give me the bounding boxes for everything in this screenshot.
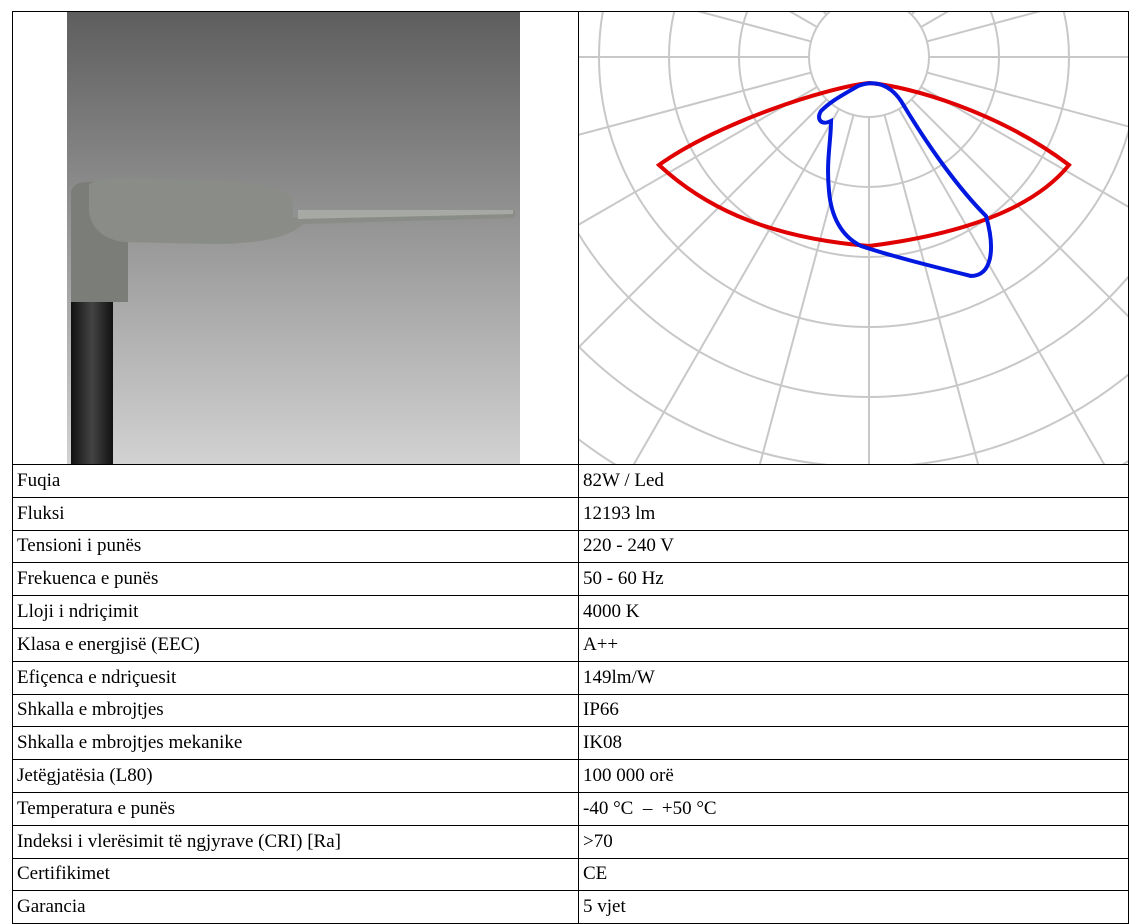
spec-row: Certifikimet CE: [12, 857, 1129, 892]
grid-ray: [883, 114, 979, 464]
spec-label: Indeksi i vlerësimit të ngjyrave (CRI) […: [12, 824, 579, 859]
spec-row: Garancia 5 vjet: [12, 890, 1129, 924]
pole: [71, 302, 113, 464]
spec-value: -40 °C – +50 °C: [578, 791, 1129, 826]
grid-ray: [579, 71, 812, 136]
spec-value: 5 vjet: [578, 890, 1129, 924]
spec-label: Jetëgjatësia (L80): [12, 759, 579, 793]
spec-label: Fluksi: [12, 496, 579, 531]
spec-label: Klasa e energjisë (EEC): [12, 627, 579, 662]
spec-label: Lloji i ndriçimit: [12, 595, 579, 629]
spec-value: A++: [578, 627, 1129, 662]
spec-label: Frekuenca e punës: [12, 562, 579, 597]
spec-label: Shkalla e mbrojtjes mekanike: [12, 726, 579, 761]
grid-ray: [579, 86, 818, 226]
spec-label: Certifikimet: [12, 857, 579, 892]
spec-label: Efiçenca e ndriçuesit: [12, 660, 579, 695]
polar-diagram-cell: [578, 11, 1129, 465]
spec-value: 50 - 60 Hz: [578, 562, 1129, 597]
polar-diagram: [579, 12, 1128, 464]
blue-curve: [817, 81, 993, 279]
spec-row: Indeksi i vlerësimit të ngjyrave (CRI) […: [12, 824, 1129, 859]
spec-value: CE: [578, 857, 1129, 892]
spec-value: 149lm/W: [578, 660, 1129, 695]
spec-value: >70: [578, 824, 1129, 859]
spec-value: IK08: [578, 726, 1129, 761]
spec-value: 82W / Led: [578, 464, 1129, 498]
grid-ray: [926, 71, 1128, 128]
spec-row: Lloji i ndriçimit 4000 K: [12, 595, 1129, 629]
arm-highlight: [298, 210, 513, 219]
spec-row: Shkalla e mbrojtjes IP66: [12, 693, 1129, 728]
spec-row: Efiçenca e ndriçuesit 149lm/W: [12, 660, 1129, 695]
grid-ray: [910, 98, 1128, 317]
spec-row: Tensioni i punës 220 - 240 V: [12, 529, 1129, 564]
grid-ray: [699, 12, 812, 43]
spec-label: Tensioni i punës: [12, 529, 579, 564]
product-image: [67, 12, 520, 464]
polar-grid: [579, 12, 1128, 464]
spec-table: Fuqia 82W / Led Fluksi 12193 lm Tensioni i p…: [12, 11, 1129, 924]
spec-value: 12193 lm: [578, 496, 1129, 531]
grid-ray: [898, 108, 1105, 464]
spec-label: Shkalla e mbrojtjes: [12, 693, 579, 728]
grid-circle: [598, 12, 1128, 328]
grid-ray: [789, 12, 818, 28]
spec-row: Fuqia 82W / Led: [12, 464, 1129, 498]
spec-row: Klasa e energjisë (EEC) A++: [12, 627, 1129, 662]
spec-value: 100 000 orë: [578, 759, 1129, 793]
spec-value: 220 - 240 V: [578, 529, 1129, 564]
spec-label: Fuqia: [12, 464, 579, 498]
spec-row: Jetëgjatësia (L80) 100 000 orë: [12, 759, 1129, 793]
grid-circle: [579, 233, 1128, 398]
red-curve: [655, 80, 1072, 249]
grid-circle: [808, 12, 930, 118]
product-image-cell: [12, 11, 579, 465]
spec-value: IP66: [578, 693, 1129, 728]
spec-value: 4000 K: [578, 595, 1129, 629]
spec-row: Fluksi 12193 lm: [12, 496, 1129, 531]
grid-ray: [926, 12, 1039, 43]
grid-ray: [633, 108, 840, 464]
spec-row: Frekuenca e punës 50 - 60 Hz: [12, 562, 1129, 597]
spec-row: Shkalla e mbrojtjes mekanike IK08: [12, 726, 1129, 761]
spec-label: Garancia: [12, 890, 579, 924]
spec-row: Temperatura e punës -40 °C – +50 °C: [12, 791, 1129, 826]
grid-ray: [920, 86, 1128, 208]
spec-label: Temperatura e punës: [12, 791, 579, 826]
grid-ray: [759, 114, 855, 464]
lamp-head: [89, 177, 516, 244]
grid-ray: [579, 98, 828, 348]
image-row: [12, 11, 1129, 465]
